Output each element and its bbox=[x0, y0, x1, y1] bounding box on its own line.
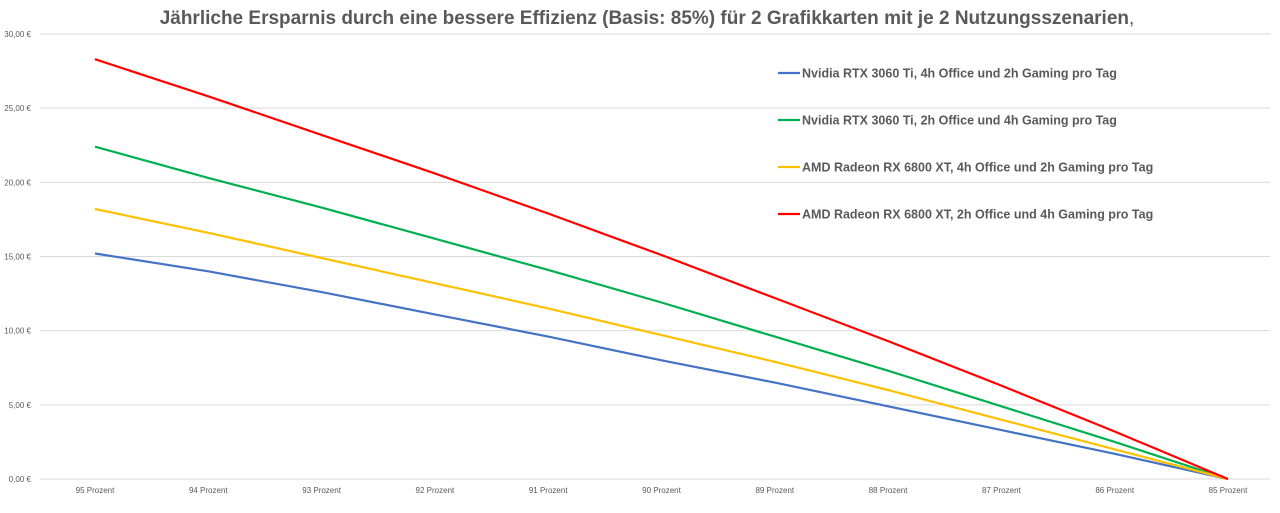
series-lines bbox=[94, 58, 1229, 481]
series-line-3 bbox=[94, 207, 1229, 481]
x-tick-label: 95 Prozent bbox=[76, 486, 115, 495]
y-tick-label: 15,00 € bbox=[4, 253, 31, 262]
x-axis-tick-labels: 95 Prozent 94 Prozent 93 Prozent 92 Prozent… bbox=[76, 486, 1248, 495]
x-tick-label: 89 Prozent bbox=[755, 486, 794, 495]
chart-title: Jährliche Ersparnis durch eine bessere E… bbox=[160, 8, 1135, 29]
x-tick-label: 85 Prozent bbox=[1209, 486, 1248, 495]
x-tick-label: 86 Prozent bbox=[1095, 486, 1134, 495]
x-tick-label: 92 Prozent bbox=[416, 486, 455, 495]
x-tick-label: 94 Prozent bbox=[189, 486, 228, 495]
x-tick-label: 90 Prozent bbox=[642, 486, 681, 495]
y-tick-label: 5,00 € bbox=[9, 401, 32, 410]
series-line-1 bbox=[94, 252, 1229, 481]
x-tick-label: 88 Prozent bbox=[869, 486, 908, 495]
legend-entry-1: Nvidia RTX 3060 Ti, 4h Office und 2h Gam… bbox=[802, 67, 1117, 81]
legend-entry-3: AMD Radeon RX 6800 XT, 4h Office und 2h … bbox=[802, 161, 1153, 175]
y-tick-label: 10,00 € bbox=[4, 327, 31, 336]
y-tick-label: 25,00 € bbox=[4, 104, 31, 113]
legend-entry-4: AMD Radeon RX 6800 XT, 2h Office und 4h … bbox=[802, 208, 1153, 222]
x-tick-label: 93 Prozent bbox=[302, 486, 341, 495]
y-tick-label: 30,00 € bbox=[4, 30, 31, 39]
legend: Nvidia RTX 3060 Ti, 4h Office und 2h Gam… bbox=[778, 67, 1153, 222]
series-line-2 bbox=[94, 145, 1229, 481]
legend-entry-2: Nvidia RTX 3060 Ti, 2h Office und 4h Gam… bbox=[802, 114, 1117, 128]
chart-title-main: Jährliche Ersparnis durch eine bessere E… bbox=[160, 8, 1129, 29]
y-tick-label: 20,00 € bbox=[4, 178, 31, 187]
x-tick-label: 91 Prozent bbox=[529, 486, 568, 495]
y-axis-tick-labels: 0,00 € 5,00 € 10,00 € 15,00 € 20,00 € 25,00 €… bbox=[4, 30, 31, 484]
y-tick-label: 0,00 € bbox=[9, 475, 32, 484]
chart-title-suffix: , bbox=[1129, 8, 1134, 29]
series-line-4 bbox=[94, 58, 1229, 481]
x-tick-label: 87 Prozent bbox=[982, 486, 1021, 495]
